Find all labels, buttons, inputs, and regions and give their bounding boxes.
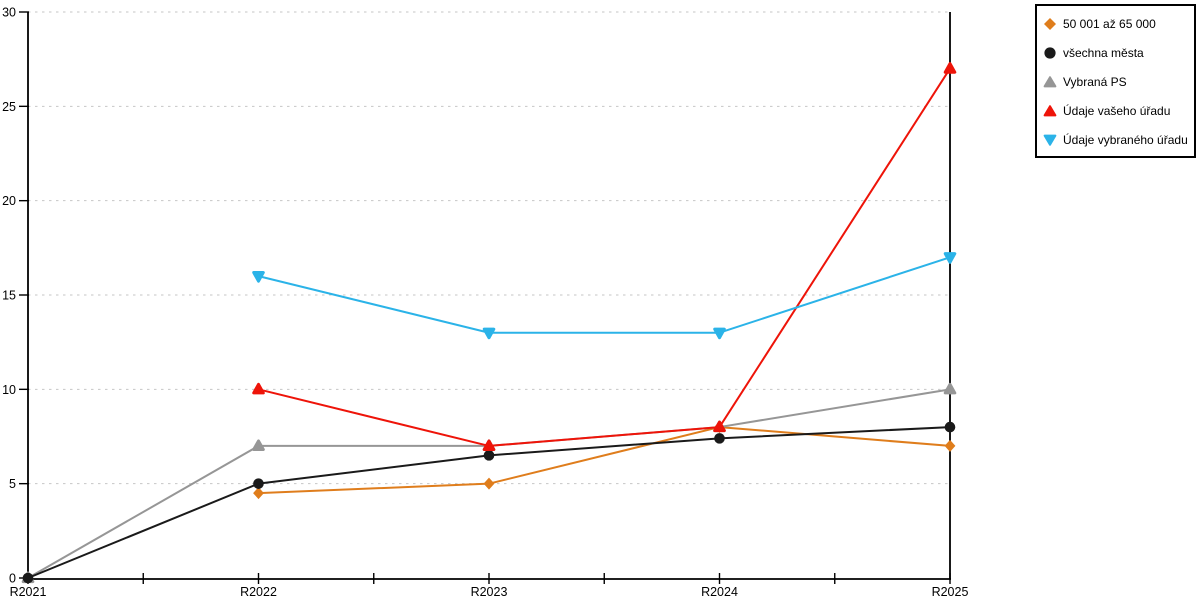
series-2 (22, 421, 956, 584)
data-point-triangle-up-icon (713, 420, 726, 433)
data-point-triangle-up-icon (943, 382, 957, 395)
data-point-circle-icon (253, 478, 264, 489)
legend-item: Údaje vybraného úřadu (1043, 126, 1192, 154)
triangle-up-icon (1043, 104, 1057, 116)
y-tick-label: 0 (9, 572, 16, 586)
legend-item: Údaje vašeho úřadu (1043, 97, 1192, 125)
legend-item: Vybraná PS (1043, 68, 1192, 96)
data-point-diamond-icon (483, 477, 495, 490)
y-tick-label: 15 (2, 289, 16, 303)
circle-icon (1044, 46, 1056, 59)
x-tick-label: R2021 (10, 585, 47, 599)
y-tick-label: 5 (9, 477, 16, 491)
data-point-triangle-down-icon (943, 252, 957, 264)
series-4 (252, 62, 957, 452)
legend-item-label: 50 001 až 65 000 (1063, 16, 1156, 31)
data-point-triangle-up-icon (252, 439, 265, 452)
data-point-triangle-up-icon (252, 382, 265, 395)
data-point-diamond-icon (944, 439, 956, 452)
data-point-circle-icon (944, 421, 956, 433)
series-polyline (257, 426, 951, 495)
data-point-triangle-up-icon (482, 439, 496, 452)
legend-item-label: Vybraná PS (1063, 74, 1127, 89)
legend: 50 001 až 65 000 všechna města Vybraná PS Ú… (1035, 4, 1196, 158)
x-tick-label: R2023 (471, 585, 508, 599)
data-point-triangle-up-icon (943, 62, 957, 74)
diamond-icon (1044, 17, 1056, 30)
legend-item-label: Údaje vašeho úřadu (1063, 103, 1171, 118)
legend-item: 50 001 až 65 000 (1043, 10, 1192, 38)
legend-item-label: všechna města (1063, 45, 1144, 60)
y-tick-label: 10 (2, 383, 16, 397)
data-point-triangle-down-icon (252, 271, 265, 283)
legend-item: všechna města (1043, 39, 1192, 67)
series-polyline (257, 67, 951, 447)
triangle-up-icon (1043, 75, 1057, 87)
x-tick-label: R2022 (240, 585, 277, 599)
data-point-triangle-down-icon (713, 327, 726, 340)
data-point-circle-icon (714, 433, 725, 444)
series-5 (252, 252, 957, 340)
x-tick-label: R2024 (701, 585, 738, 599)
y-tick-label: 25 (2, 100, 16, 114)
y-tick-label: 20 (2, 194, 16, 208)
data-point-circle-icon (483, 450, 495, 461)
triangle-down-icon (1043, 134, 1057, 146)
y-tick-label: 30 (2, 6, 16, 20)
series-polyline (257, 256, 951, 334)
data-point-circle-icon (22, 572, 34, 584)
data-point-triangle-down-icon (482, 327, 496, 340)
data-point-diamond-icon (253, 487, 264, 500)
x-tick-label: R2025 (932, 585, 969, 599)
legend-item-label: Údaje vybraného úřadu (1063, 132, 1188, 147)
